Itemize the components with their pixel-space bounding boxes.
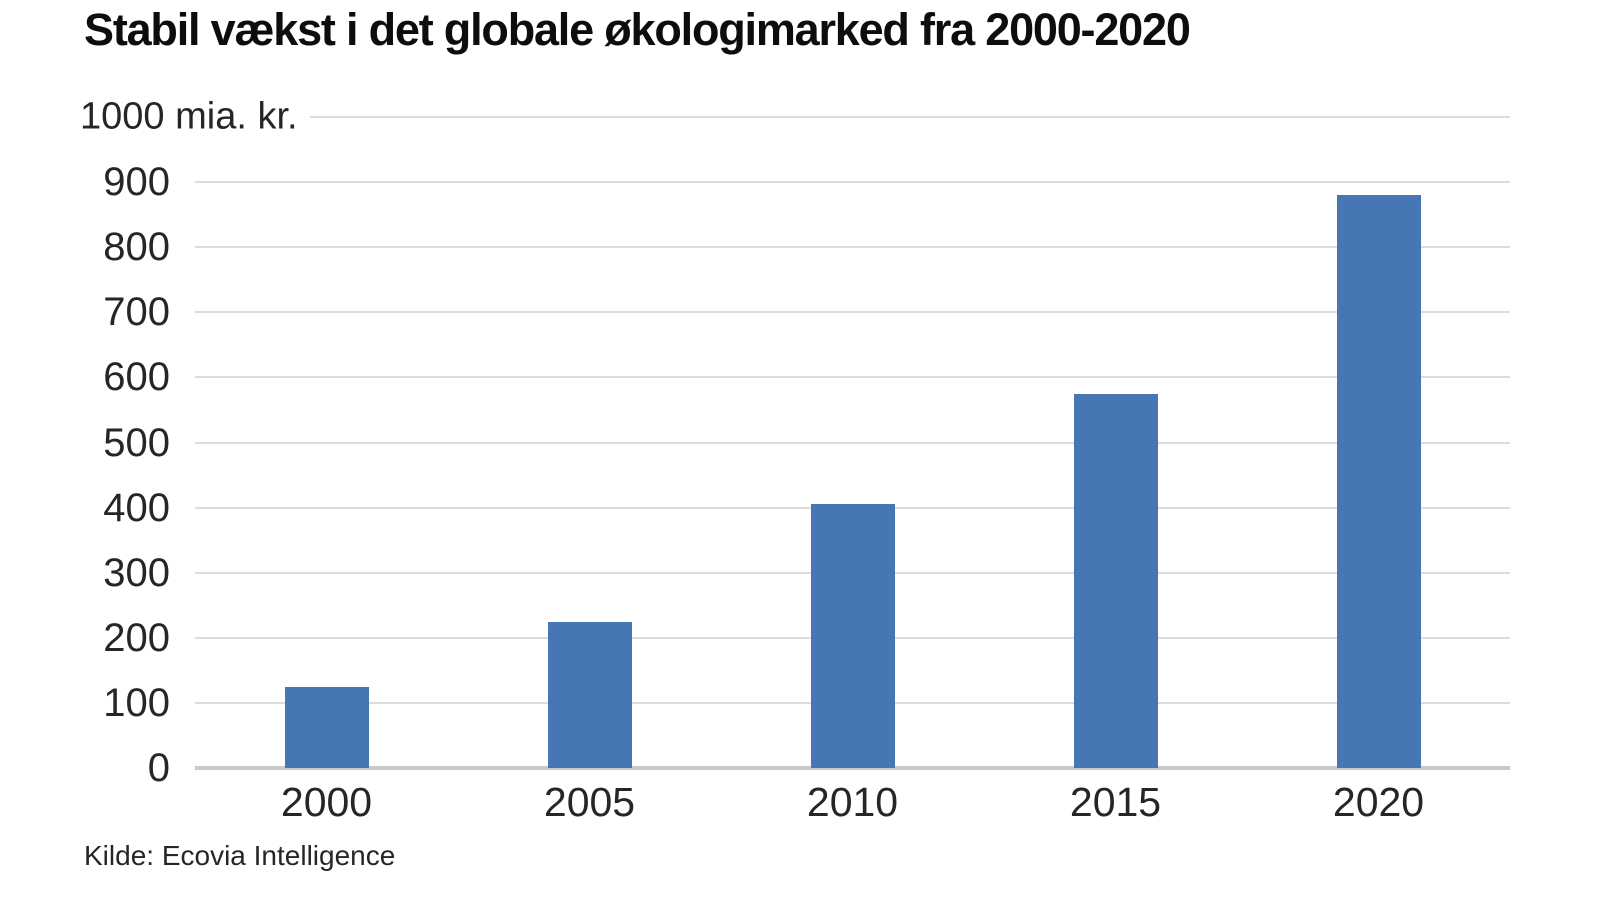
y-tick-label-400: 400 bbox=[103, 485, 170, 530]
bars-container bbox=[195, 117, 1510, 768]
y-tick-label-200: 200 bbox=[103, 615, 170, 660]
bar-2010 bbox=[810, 504, 895, 768]
chart-title: Stabil vækst i det globale økologimarked… bbox=[84, 4, 1191, 55]
y-tick-label-700: 700 bbox=[103, 290, 170, 335]
bar-slot-2015 bbox=[984, 117, 1247, 768]
y-tick-label-0: 0 bbox=[147, 746, 170, 790]
y-tick-label-300: 300 bbox=[103, 550, 170, 595]
gridline-1000 bbox=[310, 116, 1510, 118]
x-label-2020: 2020 bbox=[1332, 779, 1425, 825]
gridline-900 bbox=[195, 181, 1510, 184]
bar-2005 bbox=[547, 621, 632, 768]
bar-slot-2010 bbox=[721, 117, 984, 768]
y-tick-label-800: 800 bbox=[103, 225, 170, 270]
y-tick-label-600: 600 bbox=[103, 355, 170, 400]
gridline-800 bbox=[195, 246, 1510, 249]
y-tick-label-100: 100 bbox=[103, 680, 170, 725]
x-axis-baseline bbox=[195, 766, 1510, 770]
x-label-2005: 2005 bbox=[543, 779, 636, 825]
bar-slot-2005 bbox=[458, 117, 721, 768]
y-tick-label-500: 500 bbox=[103, 420, 170, 465]
source-attribution: Kilde: Ecovia Intelligence bbox=[84, 840, 396, 871]
bar-2015 bbox=[1073, 393, 1158, 768]
bar-2020 bbox=[1336, 195, 1421, 768]
x-axis-category-labels: 2000 2005 2010 2015 2020 bbox=[195, 782, 1510, 823]
bar-2000 bbox=[284, 686, 369, 768]
x-label-2015: 2015 bbox=[1069, 779, 1162, 825]
x-label-2000: 2000 bbox=[280, 779, 373, 825]
y-tick-label-900: 900 bbox=[103, 160, 170, 205]
gridline-700 bbox=[195, 311, 1510, 314]
plot-area bbox=[195, 116, 1510, 770]
y-axis-unit-label: 1000 mia. kr. bbox=[80, 95, 298, 138]
gridline-500 bbox=[195, 441, 1510, 444]
x-label-2010: 2010 bbox=[806, 779, 899, 825]
y-axis-tick-labels: 0 100 200 300 400 500 600 700 800 900 bbox=[60, 117, 170, 788]
gridline-600 bbox=[195, 376, 1510, 379]
bar-slot-2000 bbox=[195, 117, 458, 768]
bar-slot-2020 bbox=[1247, 117, 1510, 768]
